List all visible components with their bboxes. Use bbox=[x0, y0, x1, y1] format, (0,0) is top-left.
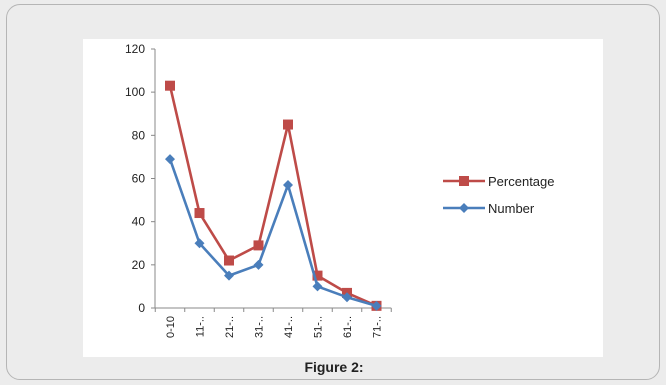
legend-marker-percentage bbox=[459, 176, 469, 186]
number-point bbox=[371, 300, 382, 311]
axes bbox=[151, 48, 392, 312]
line-chart: 0 20 40 60 80 100 120 0-10 11-.. 21-.. 31-.. 41-..… bbox=[125, 42, 555, 338]
series-percentage bbox=[165, 80, 382, 311]
number-point bbox=[312, 281, 323, 292]
number-point bbox=[165, 154, 175, 165]
percentage-point bbox=[253, 240, 264, 251]
y-tick-label: 80 bbox=[132, 128, 146, 142]
percentage-point bbox=[312, 270, 323, 281]
x-tick-labels: 0-10 11-.. 21-.. 31-.. 41-.. 51-.. 61-.. 71-.. bbox=[165, 316, 384, 338]
y-tick-labels: 0 20 40 60 80 100 120 bbox=[125, 42, 145, 315]
legend-label-number: Number bbox=[488, 201, 535, 216]
legend: Percentage Number bbox=[443, 174, 555, 216]
legend-item-percentage: Percentage bbox=[443, 174, 555, 189]
figure-frame: 0 20 40 60 80 100 120 0-10 11-.. 21-.. 31-.. 41-..… bbox=[6, 4, 660, 380]
percentage-point bbox=[194, 208, 205, 219]
y-tick-label: 120 bbox=[125, 42, 145, 56]
number-point bbox=[283, 179, 293, 190]
number-point bbox=[224, 270, 234, 281]
legend-label-percentage: Percentage bbox=[488, 174, 555, 189]
x-tick-label: 41-.. bbox=[283, 316, 295, 338]
x-tick-label: 0-10 bbox=[165, 316, 177, 338]
series-lines bbox=[165, 80, 382, 311]
number-point bbox=[342, 292, 352, 303]
y-tick-label: 0 bbox=[138, 301, 145, 315]
percentage-line bbox=[168, 85, 378, 308]
x-tick-label: 21-.. bbox=[224, 316, 236, 338]
percentage-point bbox=[224, 255, 234, 266]
x-tick-label: 11-.. bbox=[195, 316, 207, 337]
x-tick-label: 61-.. bbox=[342, 316, 354, 338]
number-point bbox=[194, 238, 205, 249]
legend-marker-number bbox=[459, 203, 469, 213]
x-tick-label: 31-.. bbox=[254, 316, 266, 338]
series-number bbox=[165, 154, 382, 311]
number-line bbox=[168, 158, 377, 308]
y-tick-label: 60 bbox=[132, 172, 146, 186]
y-tick-label: 100 bbox=[125, 85, 145, 99]
x-tick-label: 71-.. bbox=[372, 316, 384, 338]
percentage-point bbox=[283, 119, 293, 130]
chart-area bbox=[83, 39, 603, 357]
x-tick-label: 51-.. bbox=[313, 316, 325, 338]
y-tick-label: 20 bbox=[132, 258, 146, 272]
y-tick-label: 40 bbox=[132, 215, 146, 229]
figure-caption: Figure 2: bbox=[304, 359, 364, 375]
legend-item-number: Number bbox=[443, 201, 535, 216]
number-point bbox=[253, 259, 264, 270]
percentage-point bbox=[165, 80, 175, 91]
